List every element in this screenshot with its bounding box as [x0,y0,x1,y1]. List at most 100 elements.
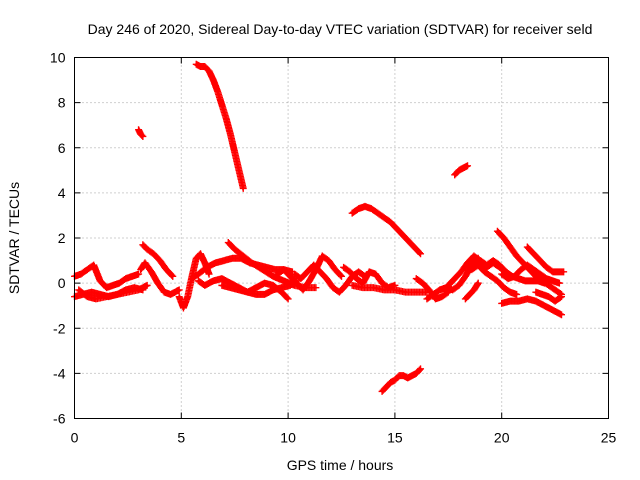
data-point [321,254,324,258]
data-point [372,286,375,289]
data-point [393,288,397,292]
series-arc-16 [348,202,425,258]
data-point [227,241,230,244]
data-point [126,290,130,294]
data-point [541,293,544,296]
data-point [532,268,535,271]
data-point [547,284,550,287]
data-point [402,374,405,377]
data-point [340,275,343,278]
data-point [357,270,360,274]
data-point [551,270,555,274]
data-point [526,263,529,267]
series-arc-5 [139,241,177,280]
data-point [220,277,224,280]
data-point [111,284,115,287]
data-point [517,299,520,303]
data-point [90,290,93,294]
data-point [513,275,516,278]
y-tick-label: 0 [58,275,66,291]
data-point [203,284,206,287]
data-point [237,169,241,172]
data-point [242,254,245,258]
data-point [105,295,108,298]
data-point [271,284,275,287]
data-point [118,281,121,285]
data-point [289,275,292,278]
data-point [547,295,550,298]
data-point [274,268,277,271]
data-point [86,268,89,271]
data-point [415,372,418,375]
data-point [432,293,435,296]
data-point [282,279,286,283]
data-point [250,261,253,265]
data-point [472,259,476,262]
data-point [205,266,209,269]
data-point [553,288,557,292]
data-point [141,135,145,138]
data-point [203,65,206,68]
series-arc-17 [348,281,431,296]
data-point [333,268,337,271]
data-point [498,266,501,269]
y-tick-label: -6 [53,411,66,427]
data-point [152,252,155,255]
data-point [212,279,215,283]
data-point [139,268,142,271]
data-point [327,259,330,262]
data-point [77,288,80,292]
data-point [186,295,189,298]
data-point [526,297,529,301]
data-series [71,60,568,395]
series-arc-12 [218,279,292,303]
x-tick-label: 10 [280,430,296,446]
data-point [451,288,454,292]
data-point [515,254,518,258]
series-markers [451,162,472,179]
data-point [291,270,294,274]
data-point [496,279,499,283]
series-arc-10 [192,60,247,192]
data-point [464,297,467,301]
axis-ticks: 0 5 10 15 20 25 -6 -4 -2 0 2 4 6 8 10 [50,50,617,446]
data-point [534,299,538,303]
data-point [509,245,512,249]
data-point [197,272,200,276]
data-point [440,295,444,298]
series-markers [348,202,425,258]
data-point [295,281,298,285]
data-point [419,367,422,371]
data-point [265,266,268,269]
data-point [361,286,365,289]
data-point [233,248,236,251]
data-point [415,277,418,280]
data-point [500,272,503,276]
data-point [338,290,341,294]
data-point [282,268,286,271]
data-point [538,259,542,262]
data-point [406,376,409,380]
data-point [558,270,561,274]
data-point [318,270,322,274]
data-point [220,103,224,107]
data-point [263,281,266,285]
data-point [342,266,345,269]
data-point [419,252,422,255]
series-arc-13 [273,252,345,294]
data-point [402,234,405,237]
data-point [137,288,140,292]
data-point [515,293,518,296]
data-point [389,221,392,224]
series-arc-23 [461,279,482,303]
data-point [344,284,347,287]
data-point [116,293,119,296]
data-point [560,295,563,298]
data-point [158,259,162,262]
x-tick-label: 0 [71,430,79,446]
series-markers [192,60,247,192]
data-point [355,277,358,280]
y-tick-label: 10 [50,50,66,66]
chart-title: Day 246 of 2020, Sidereal Day-to-day VTE… [88,21,593,37]
